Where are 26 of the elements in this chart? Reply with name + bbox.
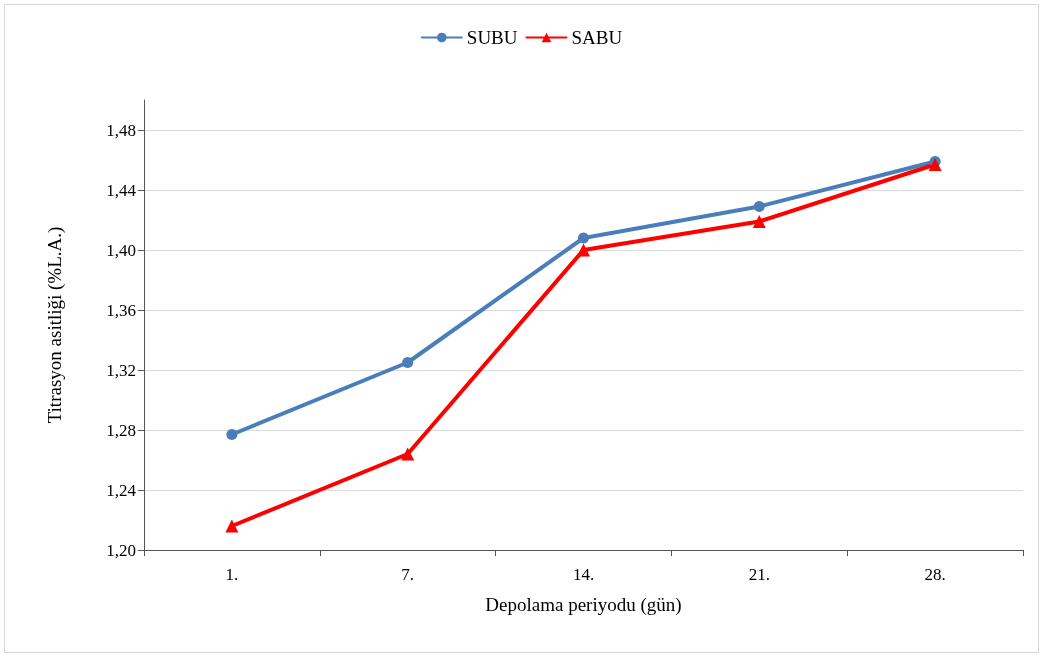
- y-tick-label: 1,24: [106, 480, 137, 500]
- y-tick-label: 1,28: [106, 420, 136, 440]
- y-tick-label: 1,40: [106, 240, 136, 260]
- point: [401, 447, 415, 461]
- x-tick-label: 21.: [748, 565, 770, 584]
- point: [578, 232, 589, 244]
- y-tick-label: 1,44: [106, 180, 137, 200]
- x-tick-label: 7.: [401, 565, 415, 584]
- y-tick-label: 1,32: [106, 360, 136, 380]
- y-tick-label: 1,36: [106, 300, 136, 320]
- y-tick-label: 1,20: [106, 540, 136, 560]
- x-tick-label: 28.: [924, 565, 946, 584]
- legend-label: SABU: [571, 27, 623, 48]
- x-tick-label: 14.: [572, 565, 595, 584]
- legend-label: SUBU: [466, 27, 518, 48]
- point: [752, 215, 766, 228]
- y-tick-label: 1,48: [106, 120, 136, 140]
- point: [577, 243, 590, 257]
- point: [928, 158, 942, 171]
- point: [753, 201, 765, 212]
- y-axis-title: Titrasyon asitliği (%L.A.): [44, 226, 66, 424]
- point: [402, 357, 414, 368]
- x-tick-label: 1.: [225, 565, 239, 584]
- point: [225, 519, 239, 533]
- point: [226, 429, 238, 440]
- x-axis-title: Depolama periyodu (gün): [485, 594, 682, 616]
